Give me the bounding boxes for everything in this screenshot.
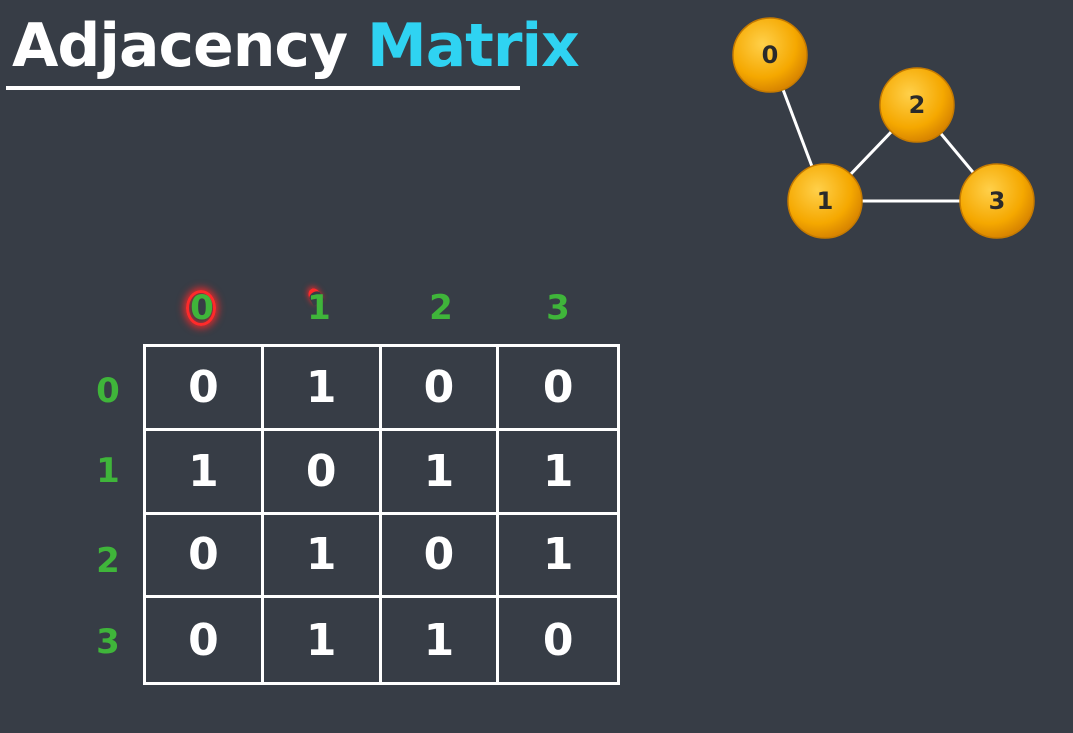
- column-label-1: 1: [307, 288, 331, 328]
- graph-node-1: 1: [787, 163, 863, 239]
- matrix-cell: 1: [264, 598, 382, 682]
- matrix-cell: 0: [263, 430, 382, 515]
- graph-node-label: 1: [817, 187, 834, 215]
- matrix-cell: 1: [499, 431, 617, 515]
- matrix-cell: 1: [146, 430, 264, 515]
- graph-node-label: 3: [989, 187, 1006, 215]
- page-title: Adjacency Matrix: [12, 8, 580, 84]
- row-label-2: 2: [96, 541, 120, 581]
- graph-node-2: 2: [879, 67, 955, 143]
- matrix-cell: 0: [542, 614, 574, 666]
- adjacency-matrix: 0 1 0 0 1 0 1 1 0 1 0 1 0 1 1 0: [143, 344, 620, 685]
- row-label-1: 1: [96, 451, 120, 491]
- matrix-cell: 0: [146, 514, 264, 599]
- matrix-cell: 1: [382, 598, 500, 682]
- column-label-3: 3: [546, 288, 570, 328]
- graph-node-3: 3: [959, 163, 1035, 239]
- column-label-2: 2: [429, 288, 453, 328]
- row-label-3: 3: [96, 622, 120, 662]
- matrix-cell: 0: [381, 347, 500, 431]
- matrix-cell: 0: [146, 598, 264, 682]
- matrix-cell: 1: [263, 514, 382, 599]
- graph-node-label: 0: [762, 41, 779, 69]
- matrix-cell: 1: [381, 430, 500, 515]
- matrix-cell: 0: [499, 347, 617, 431]
- graph-node-label: 2: [909, 91, 926, 119]
- title-word-matrix: Matrix: [366, 11, 580, 81]
- matrix-cell: 1: [263, 347, 382, 431]
- title-underline: [6, 86, 520, 90]
- column-label-0: 0: [190, 288, 214, 328]
- title-word-adjacency: Adjacency: [12, 11, 348, 81]
- matrix-cell: 0: [381, 514, 500, 599]
- matrix-cell: 0: [146, 347, 264, 431]
- graph-node-0: 0: [732, 17, 808, 93]
- row-label-0: 0: [96, 371, 120, 411]
- matrix-cell: 1: [499, 515, 617, 599]
- highlight-circle-mark: [186, 290, 216, 326]
